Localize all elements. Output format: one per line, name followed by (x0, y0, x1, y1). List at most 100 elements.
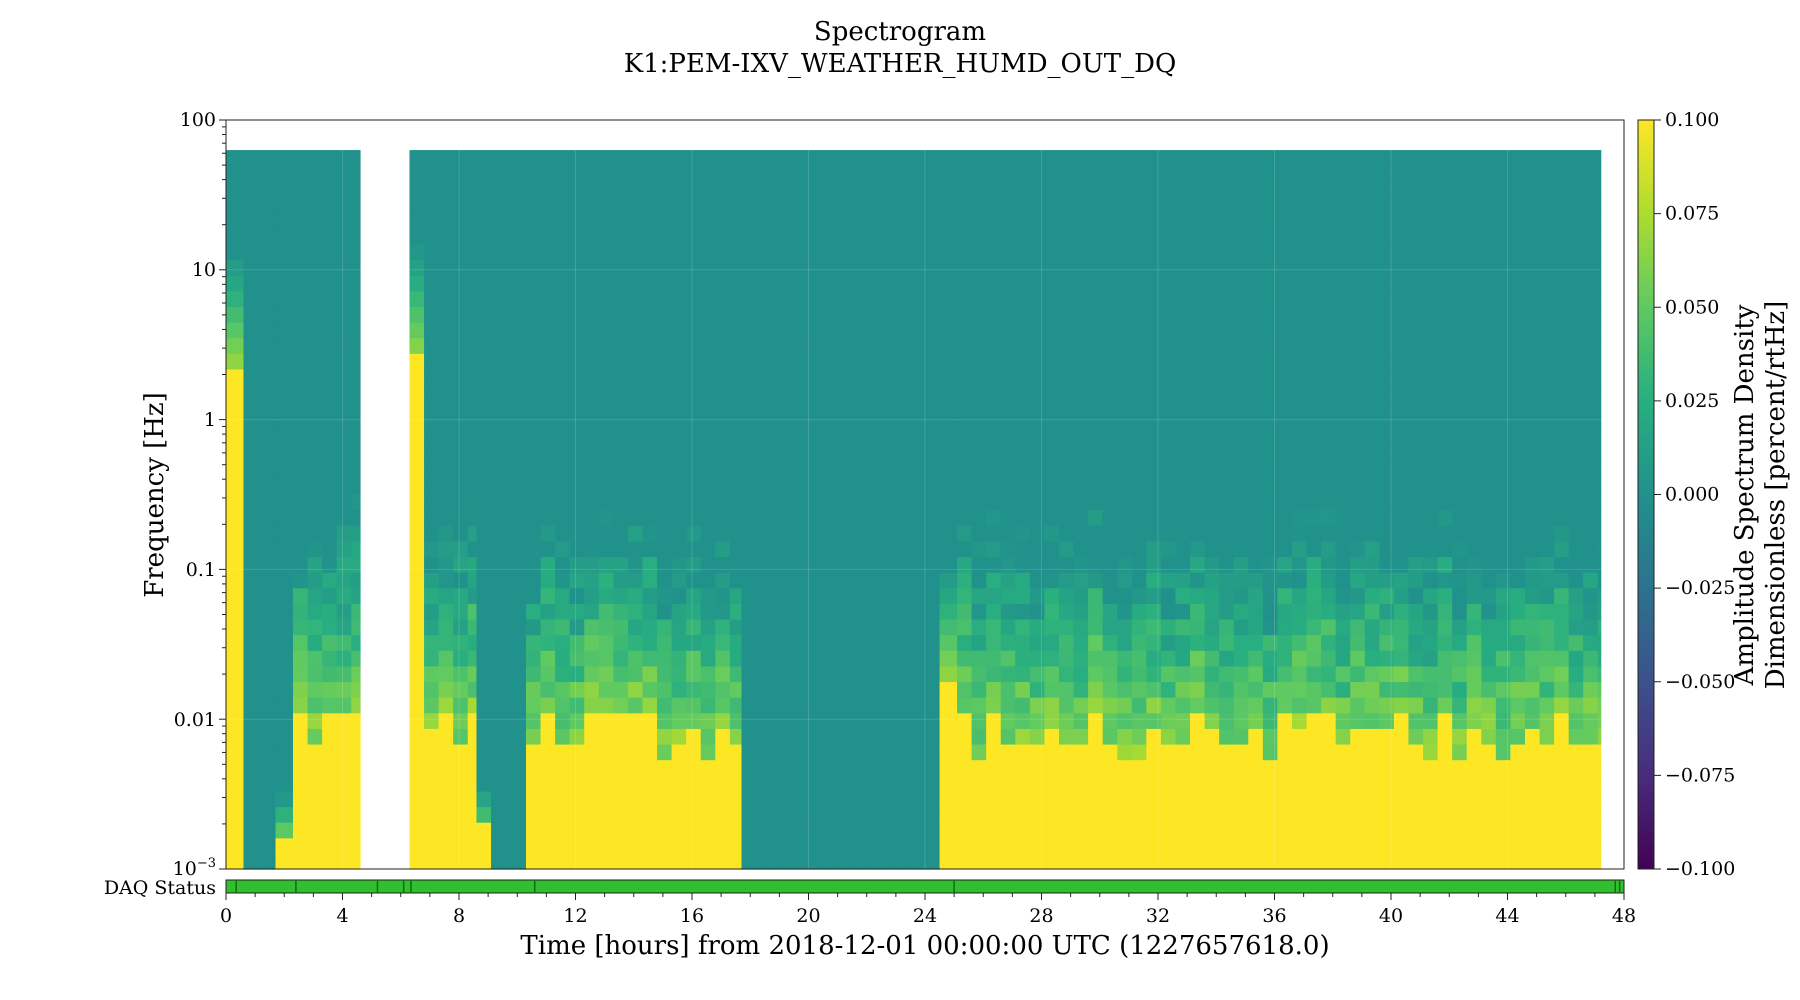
spectrogram-cell (642, 212, 658, 229)
spectrogram-cell (1306, 493, 1322, 511)
spectrogram-cell (569, 681, 585, 698)
spectrogram-cell (887, 697, 903, 714)
spectrogram-cell (467, 243, 478, 261)
spectrogram-cell (424, 775, 440, 792)
spectrogram-cell (756, 275, 772, 292)
spectrogram-cell (1568, 321, 1584, 339)
spectrogram-cell (453, 196, 469, 214)
spectrogram-cell (642, 587, 658, 604)
spectrogram-cell (1102, 618, 1118, 636)
spectrogram-cell (467, 212, 478, 229)
spectrogram-cell (1102, 556, 1118, 573)
x-tick-label: 20 (796, 905, 820, 927)
spectrogram-cell (971, 478, 987, 495)
spectrogram-cell (1073, 775, 1089, 792)
spectrogram-cell (1583, 728, 1599, 745)
spectrogram-cell (1379, 712, 1395, 729)
spectrogram-cell (1015, 587, 1031, 604)
spectrogram-cell (957, 681, 973, 698)
spectrogram-cell (872, 540, 888, 558)
spectrogram-cell (1131, 447, 1147, 464)
spectrogram-cell (686, 822, 702, 839)
spectrogram-cell (957, 431, 973, 448)
spectrogram-cell (1102, 587, 1118, 604)
spectrogram-cell (226, 400, 242, 417)
spectrogram-cell (858, 556, 874, 573)
spectrogram-cell (491, 228, 507, 245)
spectrogram-cell (729, 165, 743, 182)
spectrogram-cell (275, 306, 291, 323)
spectrogram-cell (986, 556, 1002, 573)
spectrogram-cell (613, 728, 629, 745)
spectrogram-cell (1029, 368, 1046, 386)
spectrogram-cell (843, 400, 859, 417)
spectrogram-cell (1102, 665, 1118, 683)
spectrogram-cell (555, 368, 571, 386)
spectrogram-cell (657, 790, 673, 808)
spectrogram-cell (1335, 822, 1351, 839)
spectrogram-cell (843, 243, 859, 261)
spectrogram-cell (290, 259, 294, 276)
spectrogram-cell (1597, 212, 1602, 229)
spectrogram-cell (799, 509, 815, 526)
spectrogram-cell (243, 150, 259, 167)
spectrogram-cell (240, 525, 245, 542)
spectrogram-cell (939, 650, 955, 667)
spectrogram-cell (275, 275, 291, 292)
spectrogram-cell (292, 806, 309, 823)
spectrogram-cell (916, 493, 932, 511)
spectrogram-cell (1102, 447, 1118, 464)
spectrogram-cell (1554, 259, 1570, 276)
spectrogram-cell (1466, 665, 1482, 683)
spectrogram-cell (957, 634, 973, 651)
spectrogram-cell (476, 337, 492, 354)
spectrogram-cell (1306, 306, 1322, 323)
spectrogram-cell (292, 853, 309, 870)
spectrogram-cell (1321, 415, 1337, 432)
spectrogram-cell (872, 478, 888, 495)
spectrogram-cell (971, 556, 987, 573)
spectrogram-cell (467, 337, 478, 354)
spectrogram-cell (1015, 775, 1031, 792)
spectrogram-cell (584, 650, 600, 667)
spectrogram-cell (671, 618, 687, 636)
spectrogram-cell (258, 618, 274, 636)
spectrogram-cell (520, 603, 527, 620)
spectrogram-cell (700, 525, 716, 542)
spectrogram-cell (1175, 822, 1191, 839)
spectrogram-cell (1277, 712, 1293, 729)
spectrogram-cell (671, 525, 687, 542)
spectrogram-cell (1190, 525, 1206, 542)
spectrogram-cell (1466, 853, 1482, 870)
spectrogram-cell (290, 790, 294, 808)
spectrogram-cell (930, 697, 941, 714)
spectrogram-cell (1102, 712, 1118, 729)
spectrogram-cell (1190, 400, 1206, 417)
spectrogram-cell (1568, 665, 1584, 683)
spectrogram-cell (1423, 587, 1439, 604)
spectrogram-cell (671, 165, 687, 182)
spectrogram-cell (613, 353, 629, 370)
spectrogram-cell (491, 743, 507, 761)
spectrogram-cell (1175, 259, 1191, 276)
spectrogram-cell (1291, 181, 1308, 198)
spectrogram-cell (1597, 447, 1602, 464)
spectrogram-cell (1146, 743, 1162, 761)
spectrogram-cell (1321, 650, 1337, 667)
spectrogram-cell (525, 462, 542, 479)
spectrogram-cell (1190, 290, 1206, 307)
spectrogram-cell (1364, 572, 1380, 589)
spectrogram-cell (1597, 196, 1602, 214)
spectrogram-cell (290, 431, 294, 448)
spectrogram-cell (954, 353, 958, 370)
spectrogram-cell (1524, 712, 1541, 729)
spectrogram-cell (520, 150, 527, 167)
spectrogram-cell (887, 790, 903, 808)
spectrogram-cell (741, 634, 757, 651)
spectrogram-cell (491, 478, 507, 495)
spectrogram-cell (520, 259, 527, 276)
spectrogram-cell (930, 540, 941, 558)
spectrogram-cell (540, 806, 556, 823)
spectrogram-cell (226, 415, 242, 432)
spectrogram-cell (438, 728, 454, 745)
